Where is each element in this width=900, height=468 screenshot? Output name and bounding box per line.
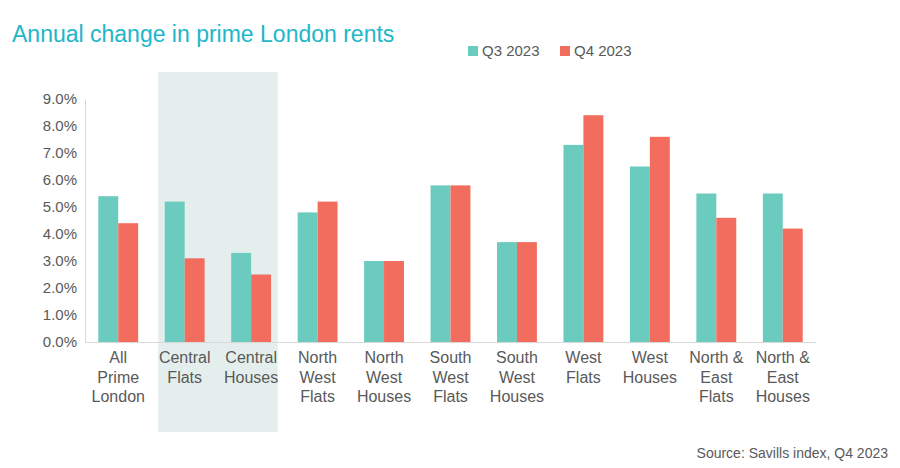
y-axis: 0.0% 1.0% 2.0% 3.0% 4.0% 5.0% 6.0% 7.0% 8.0% 9.0% xyxy=(43,90,86,350)
x-axis-line xyxy=(86,342,817,343)
legend: Q3 2023 Q4 2023 xyxy=(468,42,632,59)
chart: Annual change in prime London rents 0.0% 1… xyxy=(0,0,900,468)
bar xyxy=(783,229,803,342)
y-tick-label: 8.0% xyxy=(43,117,77,134)
legend-label: Q3 2023 xyxy=(482,42,540,59)
y-tick: 8.0% xyxy=(43,117,85,134)
y-tick: 2.0% xyxy=(43,279,85,296)
legend-swatch xyxy=(560,46,570,56)
x-tick-label: North &EastHouses xyxy=(756,349,811,404)
x-tick: SouthWestHouses xyxy=(490,342,544,405)
y-tick: 4.0% xyxy=(43,225,85,242)
x-tick: AllPrimeLondon xyxy=(92,342,145,405)
bar xyxy=(716,218,736,342)
bar xyxy=(431,185,451,342)
x-tick-label: WestHouses xyxy=(623,349,677,385)
y-tick: 1.0% xyxy=(43,306,85,323)
y-tick-label: 5.0% xyxy=(43,198,77,215)
bar xyxy=(231,253,251,342)
bar xyxy=(630,167,650,343)
y-tick-label: 4.0% xyxy=(43,225,77,242)
x-tick: North &EastFlats xyxy=(689,342,744,405)
x-tick-label: WestFlats xyxy=(565,349,602,385)
x-tick-label: SouthWestHouses xyxy=(490,349,544,404)
bar-series xyxy=(118,115,802,342)
y-tick-label: 0.0% xyxy=(43,333,77,350)
y-tick: 5.0% xyxy=(43,198,85,215)
bar xyxy=(364,261,384,342)
y-tick: 3.0% xyxy=(43,252,85,269)
bar xyxy=(563,145,583,342)
x-tick: WestFlats xyxy=(565,342,602,386)
bar xyxy=(583,115,603,342)
x-tick-label: SouthWestFlats xyxy=(430,349,472,404)
bar xyxy=(98,196,118,342)
x-tick: NorthWestHouses xyxy=(357,342,411,405)
x-tick: CentralFlats xyxy=(159,342,211,386)
y-tick-label: 7.0% xyxy=(43,144,77,161)
y-tick-label: 9.0% xyxy=(43,90,77,107)
x-tick: WestHouses xyxy=(623,342,677,386)
bar xyxy=(298,212,318,342)
y-tick: 9.0% xyxy=(43,90,85,107)
bars xyxy=(98,115,802,342)
y-tick-label: 2.0% xyxy=(43,279,77,296)
y-tick-label: 6.0% xyxy=(43,171,77,188)
title: Annual change in prime London rents xyxy=(12,21,394,47)
x-tick-label: CentralFlats xyxy=(159,349,211,385)
bar xyxy=(384,261,404,342)
x-tick-label: North &EastFlats xyxy=(689,349,744,404)
x-tick: CentralHouses xyxy=(224,342,278,386)
x-axis: AllPrimeLondon CentralFlats CentralHouses N… xyxy=(86,342,817,405)
x-tick-label: NorthWestFlats xyxy=(298,349,337,404)
bar xyxy=(696,194,716,343)
x-tick-label: AllPrimeLondon xyxy=(92,349,145,404)
x-tick-label: NorthWestHouses xyxy=(357,349,411,404)
bar xyxy=(497,242,517,342)
y-tick: 6.0% xyxy=(43,171,85,188)
source: Source: Savills index, Q4 2023 xyxy=(697,445,889,461)
bar-series xyxy=(98,145,782,342)
y-axis-line xyxy=(85,100,86,343)
y-tick: 7.0% xyxy=(43,144,85,161)
bar xyxy=(118,223,138,342)
bar xyxy=(251,275,271,343)
x-tick: NorthWestFlats xyxy=(298,342,337,405)
bar xyxy=(451,185,471,342)
y-tick: 0.0% xyxy=(43,333,85,350)
bar xyxy=(763,194,783,343)
x-tick: North &EastHouses xyxy=(756,342,811,405)
y-tick-label: 3.0% xyxy=(43,252,77,269)
legend-label: Q4 2023 xyxy=(574,42,632,59)
bar xyxy=(185,258,205,342)
bar xyxy=(650,137,670,342)
legend-swatch xyxy=(468,46,478,56)
y-tick-label: 1.0% xyxy=(43,306,77,323)
bar xyxy=(517,242,537,342)
x-tick-label: CentralHouses xyxy=(224,349,278,385)
bar xyxy=(318,202,338,342)
bar xyxy=(165,202,185,342)
highlight-band xyxy=(158,72,278,432)
x-tick: SouthWestFlats xyxy=(430,342,472,405)
